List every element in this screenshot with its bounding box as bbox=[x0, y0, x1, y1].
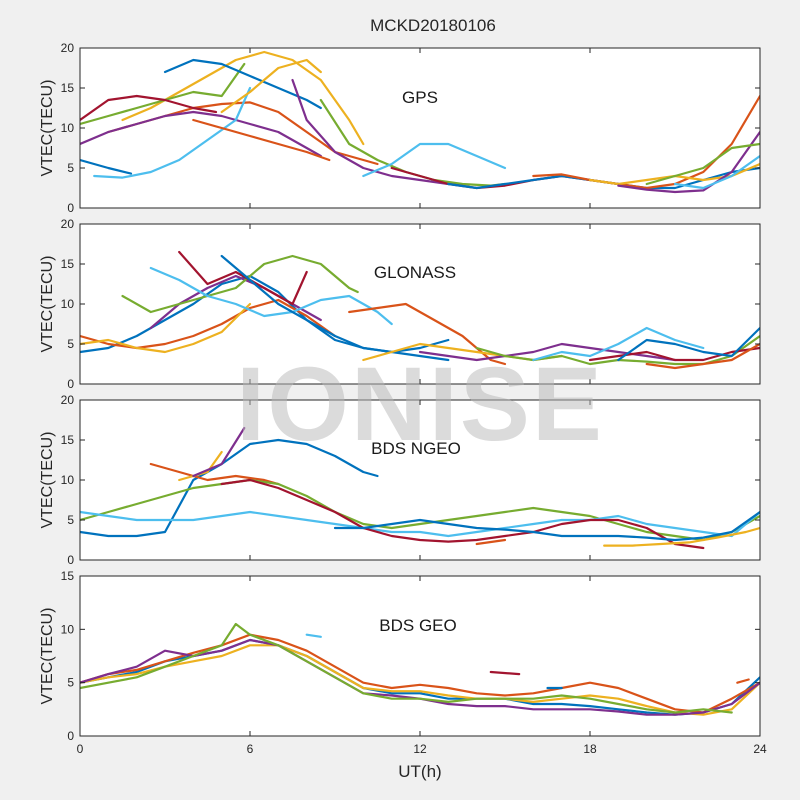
panel-1: 0 5 10 15 20 VTEC(TECU) GPS bbox=[39, 41, 761, 215]
series-line bbox=[80, 438, 379, 538]
y-tick-label: 15 bbox=[61, 81, 75, 95]
panel-4: 0 5 10 15 0 6 12 18 24 VTEC(TECU) BDS GEO bbox=[39, 569, 767, 756]
series-line bbox=[645, 342, 760, 370]
series-line bbox=[163, 58, 322, 110]
series-line bbox=[149, 462, 280, 486]
y-tick-label: 15 bbox=[61, 569, 75, 583]
series-line bbox=[645, 142, 760, 186]
series-line bbox=[673, 154, 760, 190]
series-line bbox=[617, 130, 760, 194]
series-group bbox=[80, 426, 760, 550]
series-line bbox=[80, 110, 322, 158]
series-line bbox=[617, 326, 760, 362]
series-group bbox=[80, 50, 760, 194]
y-tick-label: 0 bbox=[67, 377, 74, 391]
y-tick-label: 15 bbox=[61, 433, 75, 447]
series-line bbox=[80, 298, 337, 350]
series-line bbox=[305, 633, 322, 638]
series-line bbox=[362, 142, 507, 178]
panel-label: BDS NGEO bbox=[371, 439, 461, 458]
x-tick-label: 6 bbox=[247, 742, 254, 756]
series-line bbox=[192, 426, 246, 478]
y-tick-label: 5 bbox=[67, 161, 74, 175]
panels: 0 5 10 15 20 VTEC(TECU) GPS 0 5 10 15 20 VTEC(TECU) G… bbox=[39, 41, 767, 756]
y-tick-label: 20 bbox=[61, 393, 75, 407]
series-line bbox=[80, 302, 252, 354]
y-tick-label: 10 bbox=[61, 622, 75, 636]
panel-label: GPS bbox=[402, 88, 438, 107]
series-line bbox=[588, 346, 760, 362]
y-axis-label: VTEC(TECU) bbox=[39, 256, 56, 353]
series-line bbox=[220, 478, 705, 550]
panel-3: 0 5 10 15 20 VTEC(TECU) BDS NGEO bbox=[39, 393, 761, 567]
series-line bbox=[220, 254, 450, 362]
y-tick-label: 5 bbox=[67, 337, 74, 351]
y-tick-label: 5 bbox=[67, 676, 74, 690]
y-tick-label: 20 bbox=[61, 217, 75, 231]
series-line bbox=[475, 538, 507, 546]
series-line bbox=[489, 670, 521, 676]
y-tick-label: 0 bbox=[67, 553, 74, 567]
series-line bbox=[80, 510, 760, 538]
series-line bbox=[80, 633, 760, 714]
series-line bbox=[149, 266, 393, 326]
panel-label: BDS GEO bbox=[379, 616, 456, 635]
y-tick-label: 10 bbox=[61, 297, 75, 311]
series-line bbox=[532, 326, 705, 362]
series-line bbox=[291, 78, 450, 186]
series-line bbox=[220, 58, 322, 114]
plot-area bbox=[80, 48, 760, 208]
series-line bbox=[603, 526, 760, 547]
series-line bbox=[333, 510, 760, 542]
y-tick-label: 10 bbox=[61, 121, 75, 135]
series-group bbox=[80, 250, 760, 370]
series-line bbox=[192, 118, 331, 162]
series-line bbox=[93, 86, 252, 179]
y-tick-label: 10 bbox=[61, 473, 75, 487]
y-tick-label: 0 bbox=[67, 729, 74, 743]
x-tick-label: 18 bbox=[583, 742, 597, 756]
series-line bbox=[80, 644, 760, 716]
y-tick-label: 20 bbox=[61, 41, 75, 55]
series-line bbox=[80, 622, 733, 714]
x-tick-label: 12 bbox=[413, 742, 427, 756]
y-tick-label: 0 bbox=[67, 201, 74, 215]
y-axis-label: VTEC(TECU) bbox=[39, 608, 56, 705]
panel-label: GLONASS bbox=[374, 263, 456, 282]
watermark-text: IONISE bbox=[236, 346, 604, 463]
chart-title: MCKD20180106 bbox=[370, 16, 496, 35]
y-tick-label: 15 bbox=[61, 257, 75, 271]
y-axis-label: VTEC(TECU) bbox=[39, 80, 56, 177]
x-axis-label: UT(h) bbox=[398, 762, 441, 781]
series-line bbox=[178, 450, 223, 482]
series-line bbox=[736, 678, 750, 684]
panel-2: 0 5 10 15 20 VTEC(TECU) GLONASS bbox=[39, 217, 761, 391]
series-line bbox=[121, 254, 359, 314]
series-line bbox=[80, 478, 760, 542]
y-tick-label: 5 bbox=[67, 513, 74, 527]
series-line bbox=[80, 158, 133, 175]
x-tick-label: 0 bbox=[77, 742, 84, 756]
series-line bbox=[348, 302, 507, 366]
series-group bbox=[80, 622, 760, 716]
series-line bbox=[80, 94, 218, 122]
x-tick-label: 24 bbox=[753, 742, 767, 756]
y-axis-label: VTEC(TECU) bbox=[39, 432, 56, 529]
